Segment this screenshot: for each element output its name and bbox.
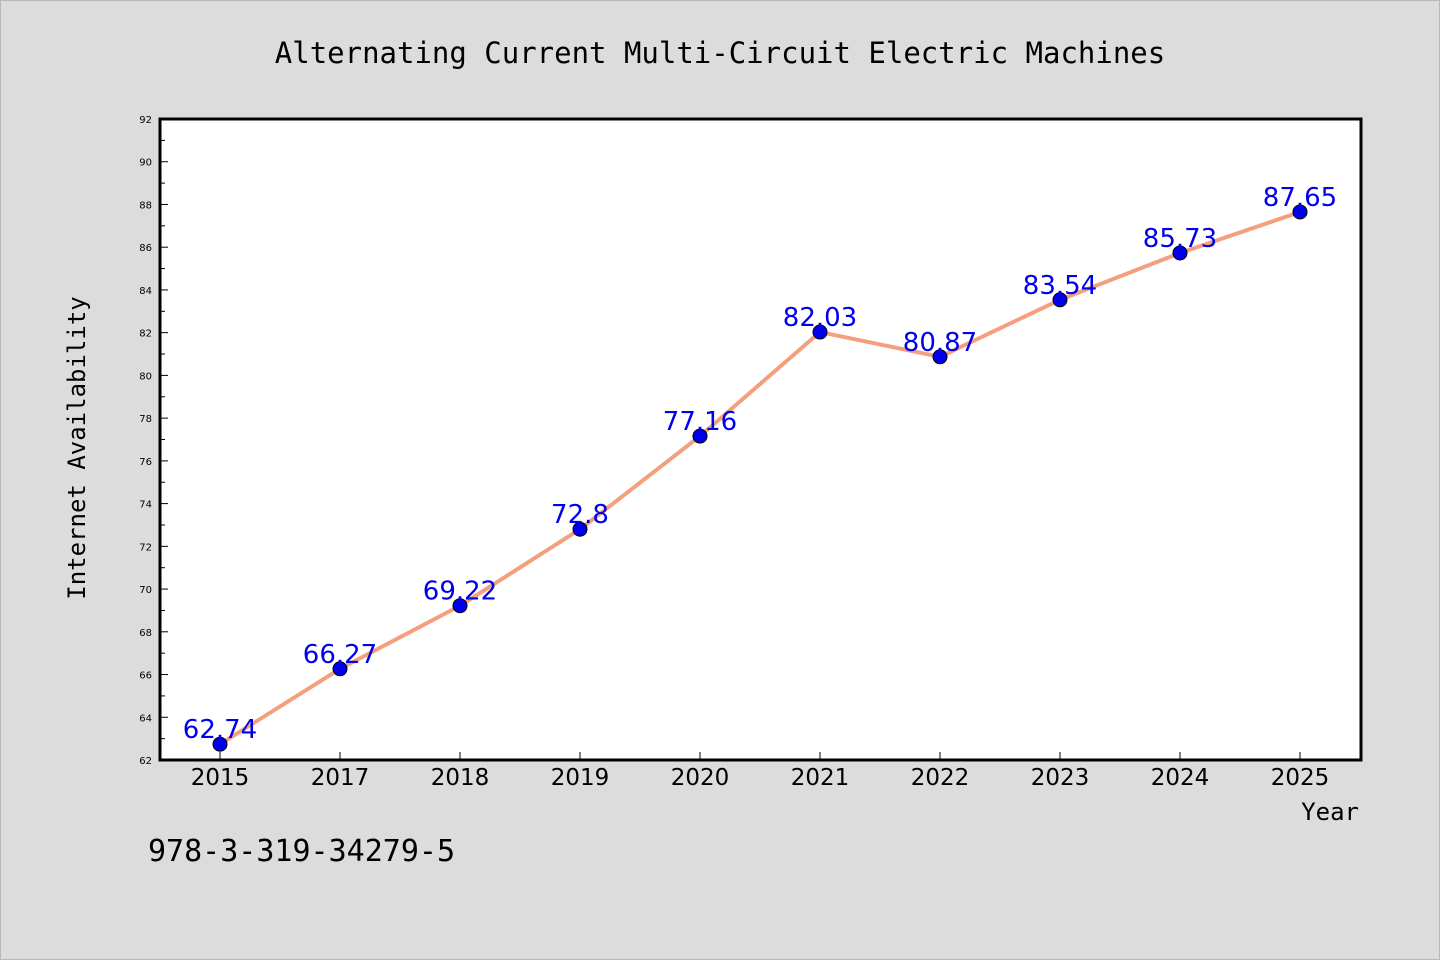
- y-tick-label: 80: [139, 371, 152, 382]
- data-label: 85.73: [1143, 224, 1217, 254]
- plot-area: [158, 117, 1363, 762]
- data-label: 69.22: [423, 577, 497, 607]
- x-axis-label: Year: [1301, 798, 1359, 826]
- y-tick-label: 62: [139, 756, 152, 767]
- x-tick-label: 2019: [551, 765, 610, 791]
- y-tick-label: 92: [139, 115, 152, 126]
- data-point: [212, 736, 228, 752]
- y-tick-label: 74: [139, 500, 152, 511]
- chart-title: Alternating Current Multi-Circuit Electr…: [275, 36, 1165, 70]
- y-tick-label: 84: [139, 286, 152, 297]
- data-point: [812, 324, 828, 340]
- y-tick-label: 82: [139, 329, 152, 340]
- data-markers: [212, 204, 1308, 752]
- data-point: [932, 349, 948, 365]
- y-axis-label: Internet Availability: [63, 296, 91, 599]
- y-tick-label: 66: [139, 671, 152, 682]
- data-point: [572, 521, 588, 537]
- data-point: [332, 661, 348, 677]
- data-label: 83.54: [1023, 271, 1097, 301]
- data-label: 72.8: [551, 500, 609, 530]
- x-tick-label: 2024: [1151, 765, 1210, 791]
- x-tick-label: 2022: [911, 765, 970, 791]
- data-label: 77.16: [663, 407, 737, 437]
- y-tick-label: 70: [139, 585, 152, 596]
- y-tick-label: 76: [139, 457, 152, 468]
- y-tick-label: 88: [139, 200, 152, 211]
- isbn-text: 978-3-319-34279-5: [148, 834, 456, 869]
- x-tick-label: 2018: [431, 765, 490, 791]
- x-tick-label: 2023: [1031, 765, 1090, 791]
- y-tick-label: 86: [139, 243, 152, 254]
- data-label: 82.03: [783, 303, 857, 333]
- y-tick-label: 64: [139, 713, 152, 724]
- y-tick-label: 90: [139, 158, 152, 169]
- x-axis: 2015 2017 2018 2019 2020 2021 2022 2023 2024 2025: [191, 752, 1330, 791]
- y-axis: 62 64 66 68 70 72 74 76 78 80 82 84 86 88 90 92: [139, 115, 168, 767]
- y-tick-label: 68: [139, 628, 152, 639]
- data-label: 87.65: [1263, 183, 1337, 213]
- x-tick-label: 2025: [1271, 765, 1330, 791]
- data-label: 80.87: [903, 328, 977, 358]
- data-labels: 62.74 66.27 69.22 72.8 77.16 82.03 80.87 83.54 8…: [183, 183, 1337, 745]
- data-point: [692, 428, 708, 444]
- data-label: 62.74: [183, 715, 257, 745]
- x-tick-label: 2017: [311, 765, 370, 791]
- series-line-group: [218, 210, 1301, 746]
- data-point: [1292, 204, 1308, 220]
- x-tick-label: 2021: [791, 765, 850, 791]
- y-tick-label: 78: [139, 414, 152, 425]
- data-point: [452, 598, 468, 614]
- data-point: [1172, 245, 1188, 261]
- data-point: [1052, 292, 1068, 308]
- y-tick-label: 72: [139, 542, 152, 553]
- series-line: [218, 210, 1301, 746]
- x-tick-label: 2020: [671, 765, 730, 791]
- x-tick-label: 2015: [191, 765, 250, 791]
- data-label: 66.27: [303, 640, 377, 670]
